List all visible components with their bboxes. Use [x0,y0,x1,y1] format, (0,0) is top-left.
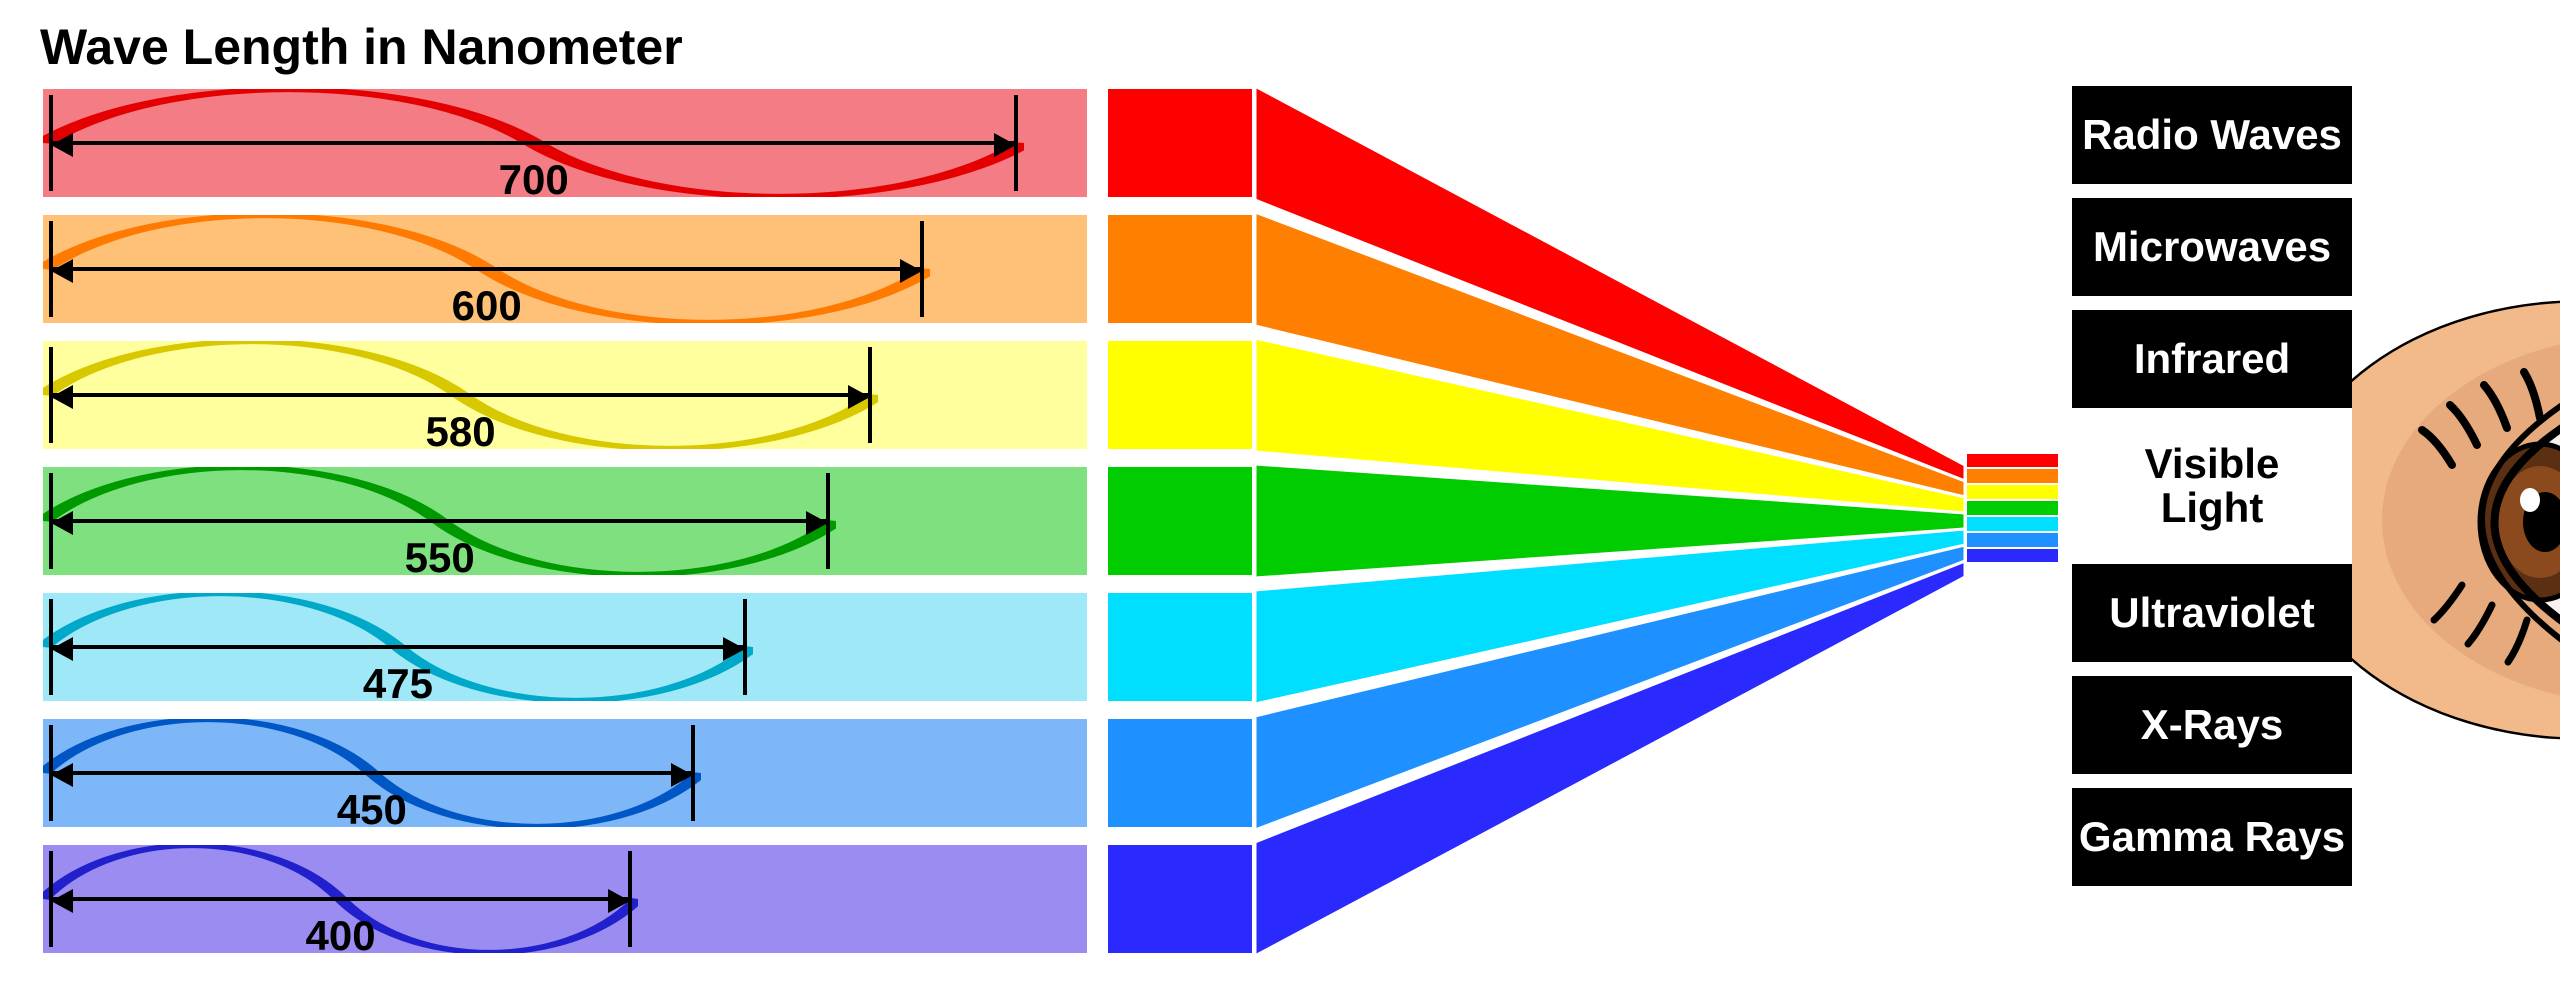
wavelength-label: 475 [43,660,753,708]
em-category-box: VisibleLight [2072,422,2352,550]
wavelength-label: 400 [43,912,638,960]
wavelength-label: 550 [43,534,836,582]
double-arrow-icon [53,267,920,271]
color-block [1105,86,1255,200]
wave-box: 475 [43,593,753,701]
mini-spectrum-row [1965,548,2060,564]
em-category-box: Microwaves [2072,198,2352,296]
mini-spectrum [1965,452,2060,564]
page-title: Wave Length in Nanometer [40,18,683,76]
em-category-box: Infrared [2072,310,2352,408]
eye-icon [2352,300,2560,740]
wave-box: 700 [43,89,1024,197]
em-category-box: Gamma Rays [2072,788,2352,886]
wave-box: 400 [43,845,638,953]
color-block [1105,716,1255,830]
mini-spectrum-row [1965,484,2060,500]
mini-spectrum-row [1965,452,2060,468]
color-block [1105,842,1255,956]
wave-box: 580 [43,341,878,449]
mini-spectrum-row [1965,516,2060,532]
converging-wedge [1255,86,1965,961]
wavelength-band: 550 [40,464,1090,578]
wavelength-label: 580 [43,408,878,456]
double-arrow-icon [53,771,691,775]
wave-box: 550 [43,467,836,575]
double-arrow-icon [53,645,743,649]
em-category-box: Radio Waves [2072,86,2352,184]
wave-box: 600 [43,215,930,323]
wavelength-band: 700 [40,86,1090,200]
double-arrow-icon [53,519,826,523]
wavelength-bands: 700 600 580 550 475 450 400 [40,86,1090,956]
double-arrow-icon [53,897,628,901]
color-block [1105,212,1255,326]
mini-spectrum-row [1965,468,2060,484]
double-arrow-icon [53,141,1014,145]
mini-spectrum-row [1965,532,2060,548]
mini-spectrum-row [1965,500,2060,516]
wavelength-band: 400 [40,842,1090,956]
wavelength-label: 450 [43,786,701,834]
wavelength-band: 450 [40,716,1090,830]
color-block [1105,590,1255,704]
em-category-box: Ultraviolet [2072,564,2352,662]
color-blocks-column [1105,86,1255,956]
wavelength-label: 600 [43,282,930,330]
em-categories-column: Radio Waves Microwaves Infrared VisibleLigh… [2072,86,2352,886]
wavelength-band: 475 [40,590,1090,704]
wave-box: 450 [43,719,701,827]
double-arrow-icon [53,393,868,397]
wavelength-label: 700 [43,156,1024,204]
color-block [1105,338,1255,452]
wavelength-band: 580 [40,338,1090,452]
wavelength-band: 600 [40,212,1090,326]
color-block [1105,464,1255,578]
em-category-box: X-Rays [2072,676,2352,774]
